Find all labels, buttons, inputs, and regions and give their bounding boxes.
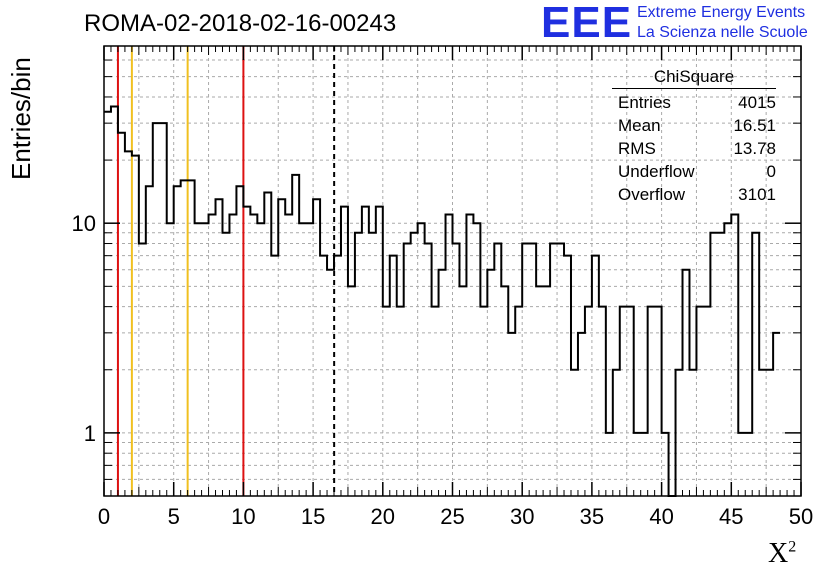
- stats-value: 16.51: [733, 116, 776, 135]
- stats-label: Entries: [618, 93, 671, 112]
- x-tick-label: 20: [371, 504, 395, 529]
- x-tick-label: 10: [231, 504, 255, 529]
- stats-name: ChiSquare: [612, 66, 776, 89]
- stats-row-rms: RMS 13.78: [612, 137, 776, 160]
- y-axis-label: Entries/bin: [6, 57, 36, 180]
- eee-logo: EEE: [541, 0, 633, 47]
- stats-label: Mean: [618, 116, 661, 135]
- x-tick-label: 35: [580, 504, 604, 529]
- chart-title: ROMA-02-2018-02-16-00243: [84, 10, 397, 37]
- stats-row-mean: Mean 16.51: [612, 114, 776, 137]
- stats-label: RMS: [618, 139, 656, 158]
- x-tick-label: 25: [440, 504, 464, 529]
- x-tick-label: 30: [510, 504, 534, 529]
- stats-value: 13.78: [733, 139, 776, 158]
- stats-value: 4015: [738, 93, 776, 112]
- x-tick-label: 15: [301, 504, 325, 529]
- stats-row-entries: Entries 4015: [612, 91, 776, 114]
- stats-row-underflow: Underflow 0: [612, 160, 776, 183]
- x-tick-label: 50: [789, 504, 813, 529]
- stats-value: 3101: [738, 185, 776, 204]
- x-axis-label: X2: [768, 538, 797, 569]
- x-tick-label: 45: [719, 504, 743, 529]
- grid-lines: [104, 46, 801, 496]
- x-tick-label: 40: [649, 504, 673, 529]
- y-tick-label: 1: [84, 421, 96, 446]
- histogram-series: [104, 105, 781, 497]
- reference-lines: [116, 46, 336, 496]
- stats-label: Overflow: [618, 185, 686, 204]
- logo-line-2: La Scienza nelle Scuole: [637, 24, 808, 41]
- axes: 0 5 10 15 20 25 30 35 40 45 50 1 10: [72, 46, 813, 529]
- x-tick-label: 5: [168, 504, 180, 529]
- stats-row-overflow: Overflow 3101: [612, 183, 776, 206]
- logo-line-1: Extreme Energy Events: [637, 4, 806, 21]
- x-tick-label: 0: [98, 504, 110, 529]
- y-tick-label: 10: [72, 211, 96, 236]
- stats-box: ChiSquare Entries 4015 Mean 16.51 RMS 13…: [612, 66, 776, 206]
- stats-value: 0: [766, 162, 776, 181]
- stats-label: Underflow: [618, 162, 695, 181]
